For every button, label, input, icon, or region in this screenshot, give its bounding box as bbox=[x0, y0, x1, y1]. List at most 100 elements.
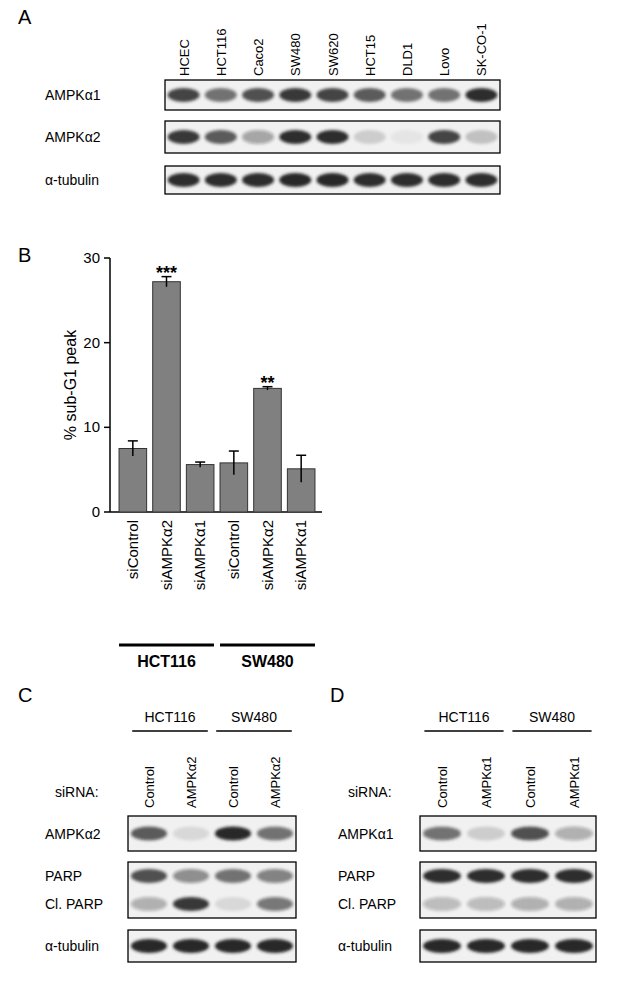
blot-panel: CControlAMPKα2ControlAMPKα2HCT116SW480si… bbox=[18, 684, 296, 962]
band bbox=[316, 130, 348, 144]
y-tick-label: 0 bbox=[92, 503, 100, 520]
lane-title: siRNA: bbox=[55, 784, 99, 800]
band-label: α-tubulin bbox=[338, 938, 392, 954]
band-label: AMPKα1 bbox=[338, 826, 394, 842]
band bbox=[131, 939, 167, 953]
band bbox=[423, 897, 461, 911]
band bbox=[354, 88, 386, 102]
band bbox=[279, 173, 311, 187]
band bbox=[173, 897, 209, 911]
bars bbox=[119, 277, 315, 512]
band bbox=[131, 869, 167, 883]
bar bbox=[254, 388, 282, 512]
group-line bbox=[220, 644, 315, 647]
error-cap bbox=[128, 440, 138, 442]
band bbox=[555, 869, 593, 883]
group-line bbox=[216, 730, 292, 732]
lane-label: Control bbox=[435, 766, 450, 808]
band bbox=[467, 897, 505, 911]
band bbox=[279, 88, 311, 102]
error-cap bbox=[296, 455, 306, 457]
error-stem bbox=[233, 451, 235, 475]
error-stem bbox=[199, 462, 201, 467]
lane-label: SK-CO-1 bbox=[474, 23, 489, 76]
band bbox=[391, 173, 423, 187]
band bbox=[511, 869, 549, 883]
band-label: α-tubulin bbox=[45, 172, 99, 188]
blot-panel: DControlAMPKα1ControlAMPKα1HCT116SW480si… bbox=[330, 684, 596, 962]
band bbox=[465, 88, 497, 102]
band bbox=[428, 130, 460, 144]
group-line bbox=[512, 730, 591, 732]
band-label: Cl. PARP bbox=[338, 896, 396, 912]
band bbox=[173, 869, 209, 883]
band bbox=[168, 88, 200, 102]
band bbox=[467, 869, 505, 883]
lane-title: siRNA: bbox=[348, 784, 392, 800]
band bbox=[555, 827, 593, 841]
panel-label: B bbox=[18, 244, 31, 266]
error-bar bbox=[296, 455, 306, 482]
bar-chart: B0102030% sub-G1 peak*****siControlsiAMP… bbox=[18, 244, 322, 670]
lane-label: SW620 bbox=[326, 33, 341, 76]
band bbox=[257, 869, 293, 883]
blot-box bbox=[420, 862, 596, 918]
band bbox=[215, 869, 251, 883]
blot-box bbox=[128, 862, 296, 918]
error-stem bbox=[132, 441, 134, 456]
band bbox=[173, 939, 209, 953]
blot-panel: AHCECHCT116Caco2SW480SW620HCT15DLD1LovoS… bbox=[18, 6, 500, 194]
y-tick-label: 20 bbox=[83, 334, 100, 351]
error-stem bbox=[300, 455, 302, 482]
band-label: PARP bbox=[45, 868, 82, 884]
bar bbox=[119, 449, 147, 513]
x-tick-label: siAMPKα1 bbox=[191, 520, 208, 590]
significance: *** bbox=[156, 263, 177, 283]
band-label: PARP bbox=[338, 868, 375, 884]
lane-label: AMPKα2 bbox=[184, 756, 199, 808]
lane-label: SW480 bbox=[288, 33, 303, 76]
band bbox=[131, 897, 167, 911]
band bbox=[511, 827, 549, 841]
lane-label: AMPKα1 bbox=[479, 756, 494, 808]
blot-box bbox=[128, 816, 296, 851]
band-label: AMPKα1 bbox=[45, 87, 101, 103]
x-tick-label: siControl bbox=[124, 520, 141, 579]
y-tick bbox=[104, 257, 110, 259]
band bbox=[511, 897, 549, 911]
band bbox=[555, 939, 593, 953]
lane-label: AMPKα2 bbox=[268, 756, 283, 808]
x-tick-label: siControl bbox=[225, 520, 242, 579]
band-label: α-tubulin bbox=[45, 938, 99, 954]
band bbox=[316, 88, 348, 102]
x-tick-label: siAMPKα2 bbox=[158, 520, 175, 590]
band bbox=[215, 939, 251, 953]
band bbox=[354, 130, 386, 144]
band bbox=[467, 827, 505, 841]
group-line bbox=[132, 730, 208, 732]
y-tick bbox=[104, 342, 110, 344]
band bbox=[257, 827, 293, 841]
band bbox=[205, 173, 237, 187]
blot-box bbox=[420, 816, 596, 851]
y-axis bbox=[109, 258, 111, 512]
band bbox=[242, 130, 274, 144]
lane-label: Control bbox=[226, 766, 241, 808]
blot-box bbox=[420, 930, 596, 962]
band bbox=[205, 130, 237, 144]
error-cap bbox=[195, 461, 205, 463]
error-bar bbox=[195, 462, 205, 467]
lane-label: Caco2 bbox=[251, 38, 266, 76]
lane-label: AMPKα1 bbox=[567, 756, 582, 808]
band bbox=[257, 939, 293, 953]
x-tick-label: siAMPKα2 bbox=[259, 520, 276, 590]
group-label: SW480 bbox=[231, 709, 277, 725]
lane-label: Control bbox=[142, 766, 157, 808]
group-line bbox=[119, 644, 214, 647]
band bbox=[391, 130, 423, 144]
band bbox=[423, 939, 461, 953]
lane-label: Lovo bbox=[437, 48, 452, 76]
group-label: HCT116 bbox=[137, 653, 196, 670]
y-tick bbox=[104, 511, 110, 513]
error-bar bbox=[229, 451, 239, 475]
